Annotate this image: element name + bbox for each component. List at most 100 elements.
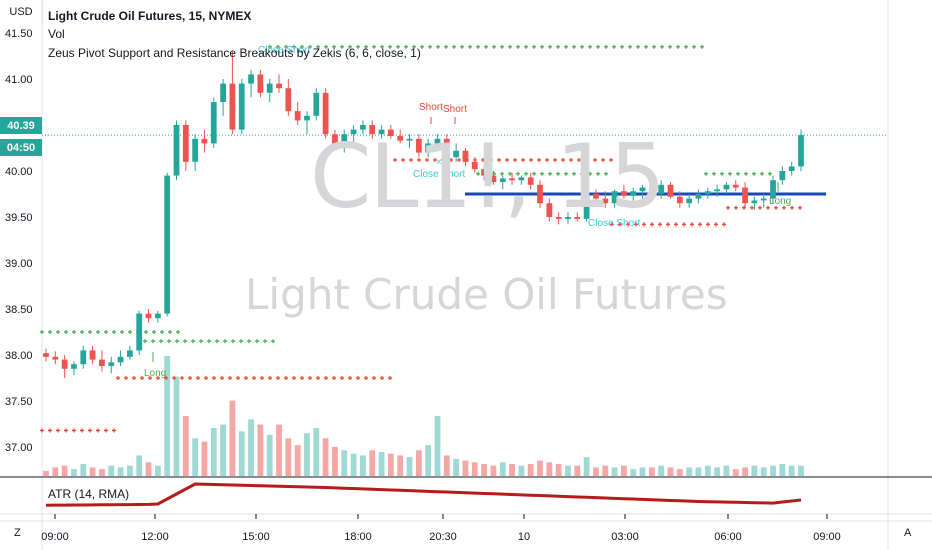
volume-bar	[80, 464, 87, 476]
candle	[71, 361, 77, 376]
candle	[397, 129, 404, 144]
volume-bar	[621, 465, 627, 476]
bar-countdown-label: 04:50	[0, 139, 42, 156]
candle	[704, 187, 711, 199]
price-tick-label: 41.50	[5, 28, 33, 40]
volume-bar	[220, 424, 226, 476]
resistance-level	[268, 44, 704, 49]
candle	[742, 182, 748, 208]
indicator-legend[interactable]: Zeus Pivot Support and Resistance Breako…	[48, 46, 421, 60]
candle	[350, 125, 357, 144]
candle-body	[257, 74, 264, 93]
candle	[565, 212, 571, 225]
candle	[658, 180, 665, 199]
resistance-level	[704, 171, 772, 176]
volume-bar	[248, 419, 254, 476]
candle	[238, 79, 245, 135]
candle-body	[723, 184, 730, 190]
candle-body	[164, 175, 171, 314]
candle	[770, 175, 776, 204]
candle-body	[667, 184, 674, 197]
volume-bar	[229, 400, 236, 476]
current-price-label: 40.39	[0, 117, 42, 134]
candle	[788, 161, 795, 176]
candle-body	[621, 191, 627, 196]
atr-legend[interactable]: ATR (14, RMA)	[48, 487, 130, 501]
volume-bar	[99, 469, 105, 476]
volume-bar	[360, 455, 366, 476]
volume-bar	[257, 424, 264, 476]
volume-bar	[490, 465, 497, 476]
volume-bar	[704, 465, 711, 476]
auto-scale-button[interactable]: A	[904, 527, 912, 539]
volume-bar	[304, 433, 310, 476]
candle	[136, 310, 143, 355]
resistance-level	[476, 171, 608, 176]
candle-body	[154, 313, 161, 319]
volume-legend[interactable]: Vol	[48, 27, 65, 41]
candle	[304, 111, 310, 135]
volume-bar	[201, 441, 208, 476]
candle-body	[369, 125, 376, 135]
volume-bar	[509, 464, 515, 476]
candle-body	[490, 175, 497, 183]
candle-body	[52, 356, 59, 360]
candle-body	[499, 178, 506, 183]
volume-bar	[751, 465, 758, 476]
zoom-toggle-button[interactable]: Z	[14, 527, 21, 539]
volume-bar	[52, 467, 59, 476]
candle-body	[425, 143, 432, 153]
candle	[341, 129, 348, 153]
candle-body	[779, 171, 786, 181]
candle	[779, 166, 786, 185]
volume-bar	[192, 438, 199, 476]
candle-body	[509, 178, 515, 181]
candle	[537, 180, 543, 208]
time-tick-label: 15:00	[242, 531, 270, 543]
volume-bar	[369, 450, 376, 476]
candle-body	[714, 189, 721, 192]
volume-bar	[164, 356, 171, 476]
volume-bar	[378, 452, 385, 476]
candle	[425, 138, 432, 158]
candle	[751, 196, 758, 210]
candle	[369, 120, 376, 139]
candle	[667, 182, 674, 199]
candle-body	[443, 138, 450, 158]
long-signal-label: Long	[144, 368, 166, 379]
candle-body	[108, 362, 115, 367]
price-tick-label: 37.00	[5, 442, 33, 454]
candle	[499, 175, 506, 190]
currency-button[interactable]: USD	[0, 0, 43, 24]
candle-body	[546, 203, 553, 217]
volume-bar	[686, 467, 693, 476]
volume-bar	[593, 467, 599, 476]
volume-bar	[108, 465, 115, 476]
candle	[210, 97, 217, 148]
candle	[285, 79, 292, 116]
candle-body	[229, 83, 236, 130]
candle	[546, 198, 553, 222]
candle	[276, 74, 282, 93]
volume-bar	[546, 462, 553, 476]
candle-body	[602, 198, 609, 204]
candle-body	[574, 217, 581, 219]
chart-title: Light Crude Oil Futures, 15, NYMEX	[48, 9, 252, 23]
candle	[593, 189, 599, 204]
candle	[760, 194, 767, 208]
candle-body	[518, 177, 525, 181]
close-short-label: Close Short	[413, 169, 465, 180]
volume-bar	[332, 446, 338, 476]
volume-bar	[518, 465, 525, 476]
atr-line	[45, 482, 802, 507]
volume-bar	[61, 465, 68, 476]
candle	[182, 120, 189, 171]
candle	[220, 79, 226, 116]
close-short-marker: ×	[436, 157, 442, 168]
volume-bar	[798, 465, 804, 476]
candle	[555, 212, 562, 225]
candle	[481, 166, 487, 181]
candle-body	[322, 92, 329, 135]
candle-body	[788, 166, 795, 171]
